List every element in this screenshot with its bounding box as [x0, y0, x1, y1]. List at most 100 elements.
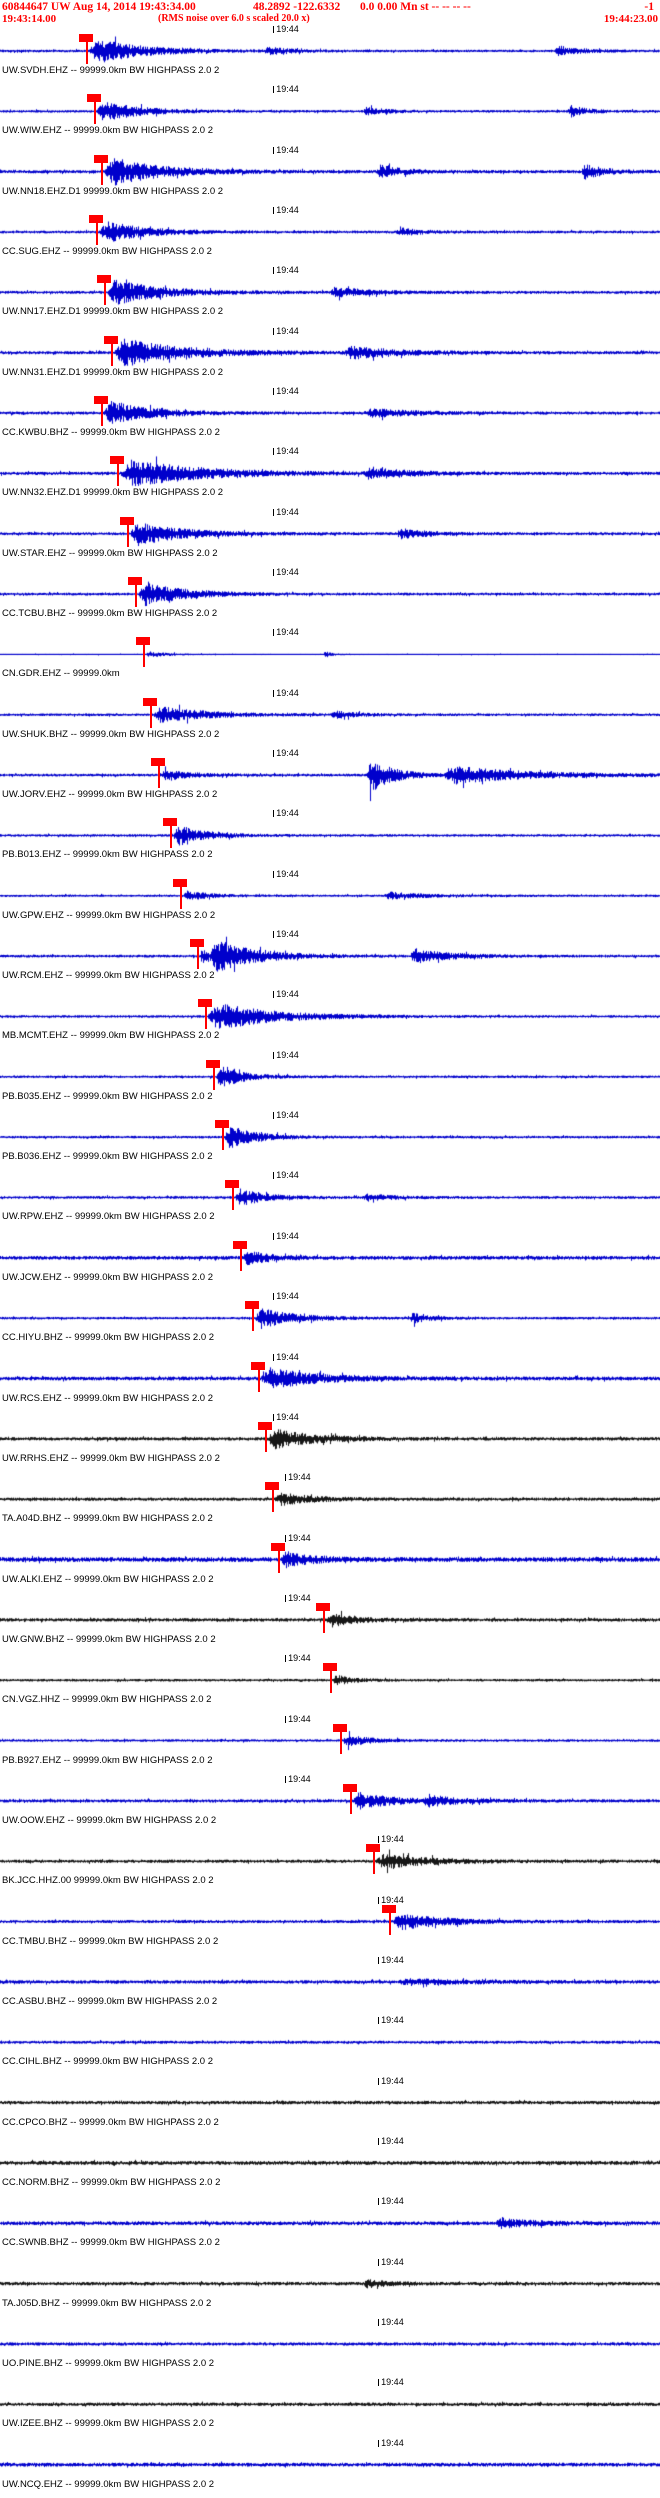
- pick-line: [117, 463, 120, 487]
- trace-row[interactable]: 19:44 CC.TMBU.BHZ -- 99999.0km BW HIGHPAS…: [0, 1895, 660, 1955]
- trace-row[interactable]: 19:44 UW.SVDH.EHZ -- 99999.0km BW HIGHPAS…: [0, 24, 660, 84]
- pick-flag[interactable]: [197, 999, 212, 1008]
- trace-row[interactable]: 19:44 CC.CIHL.BHZ -- 99999.0km BW HIGHPAS…: [0, 2015, 660, 2075]
- trace-row[interactable]: 19:44 UW.NN17.EHZ.D1 99999.0km BW HIGHPAS…: [0, 265, 660, 325]
- pick-flag[interactable]: [264, 1482, 279, 1491]
- station-label: PB.B927.EHZ -- 99999.0km BW HIGHPASS 2.0…: [2, 1754, 213, 1766]
- pick-flag[interactable]: [93, 396, 108, 405]
- pick-flag[interactable]: [151, 758, 166, 767]
- pick-flag[interactable]: [332, 1723, 347, 1732]
- trace-row[interactable]: 19:44 UW.GNW.BHZ -- 99999.0km BW HIGHPASS…: [0, 1593, 660, 1653]
- station-label: CC.TMBU.BHZ -- 99999.0km BW HIGHPASS 2.0…: [2, 1935, 219, 1947]
- trace-row[interactable]: 19:44 MB.MCMT.EHZ -- 99999.0km BW HIGHPAS…: [0, 989, 660, 1049]
- trace-row[interactable]: 19:44 UW.RPW.EHZ -- 99999.0km BW HIGHPASS…: [0, 1170, 660, 1230]
- trace-row[interactable]: 19:44 UW.GPW.EHZ -- 99999.0km BW HIGHPASS…: [0, 869, 660, 929]
- trace-row[interactable]: 19:44 CN.GDR.EHZ -- 99999.0km: [0, 627, 660, 687]
- trace-row[interactable]: 19:44 BK.JCC.HHZ.00 99999.0km BW HIGHPASS…: [0, 1834, 660, 1894]
- trace-row[interactable]: 19:44 TA.J05D.BHZ -- 99999.0km BW HIGHPAS…: [0, 2257, 660, 2317]
- pick-flag[interactable]: [119, 516, 134, 525]
- trace-row[interactable]: 19:44 CC.ASBU.BHZ -- 99999.0km BW HIGHPAS…: [0, 1955, 660, 2015]
- trace-row[interactable]: 19:44 UW.NN31.EHZ.D1 99999.0km BW HIGHPAS…: [0, 326, 660, 386]
- minute-tick-label: 19:44: [276, 1291, 299, 1302]
- trace-row[interactable]: 19:44 UO.PINE.BHZ -- 99999.0km BW HIGHPAS…: [0, 2317, 660, 2377]
- pick-line: [150, 704, 153, 728]
- trace-row[interactable]: 19:44 PB.B927.EHZ -- 99999.0km BW HIGHPAS…: [0, 1714, 660, 1774]
- trace-row[interactable]: 19:44 UW.NN32.EHZ.D1 99999.0km BW HIGHPAS…: [0, 446, 660, 506]
- pick-flag[interactable]: [270, 1542, 285, 1551]
- trace-row[interactable]: 19:44 UW.IZEE.BHZ -- 99999.0km BW HIGHPAS…: [0, 2377, 660, 2437]
- trace-row[interactable]: 19:44 CC.HIYU.BHZ -- 99999.0km BW HIGHPAS…: [0, 1291, 660, 1351]
- pick-flag[interactable]: [323, 1663, 337, 1672]
- station-label: UW.SVDH.EHZ -- 99999.0km BW HIGHPASS 2.0…: [2, 65, 220, 76]
- minute-tick: [273, 1051, 275, 1059]
- trace-row[interactable]: 19:44 UW.ALKI.EHZ -- 99999.0km BW HIGHPAS…: [0, 1533, 660, 1593]
- pick-line: [135, 584, 138, 608]
- station-label: UW.NN31.EHZ.D1 99999.0km BW HIGHPASS 2.0…: [2, 366, 224, 378]
- trace-row[interactable]: 19:44 CC.TCBU.BHZ -- 99999.0km BW HIGHPAS…: [0, 567, 660, 627]
- pick-flag[interactable]: [86, 94, 101, 103]
- trace-row[interactable]: 19:44 UW.RRHS.EHZ -- 99999.0km BW HIGHPAS…: [0, 1412, 660, 1472]
- trace-row[interactable]: 19:44 UW.SHUK.BHZ -- 99999.0km BW HIGHPAS…: [0, 688, 660, 748]
- pick-flag[interactable]: [206, 1059, 221, 1068]
- station-label: CC.SWNB.BHZ -- 99999.0km BW HIGHPASS 2.0…: [2, 2237, 220, 2249]
- trace-row[interactable]: 19:44 UW.JCW.EHZ -- 99999.0km BW HIGHPASS…: [0, 1231, 660, 1291]
- minute-tick-label: 19:44: [381, 2075, 404, 2086]
- pick-flag[interactable]: [225, 1180, 240, 1189]
- pick-flag[interactable]: [251, 1361, 266, 1370]
- minute-tick-label: 19:44: [276, 1351, 299, 1362]
- pick-flag[interactable]: [233, 1240, 248, 1249]
- trace-row[interactable]: 19:44 UW.RCS.EHZ -- 99999.0km BW HIGHPASS…: [0, 1352, 660, 1412]
- trace-row[interactable]: 19:44 CC.KWBU.BHZ -- 99999.0km BW HIGHPAS…: [0, 386, 660, 446]
- pick-flag[interactable]: [128, 577, 143, 586]
- pick-line: [213, 1066, 216, 1090]
- minute-tick-label: 19:44: [276, 1230, 299, 1241]
- minute-tick: [273, 629, 275, 637]
- trace-row[interactable]: 19:44 CC.NORM.BHZ -- 99999.0km BW HIGHPAS…: [0, 2136, 660, 2196]
- trace-row[interactable]: 19:44 CN.VGZ.HHZ -- 99999.0km BW HIGHPASS…: [0, 1653, 660, 1713]
- trace-row[interactable]: 19:44 PB.B036.EHZ -- 99999.0km BW HIGHPAS…: [0, 1110, 660, 1170]
- station-label: UW.NCQ.EHZ -- 99999.0km BW HIGHPASS 2.0 …: [2, 2478, 215, 2490]
- trace-row[interactable]: 19:44 UW.STAR.EHZ -- 99999.0km BW HIGHPAS…: [0, 507, 660, 567]
- trace-row[interactable]: 19:44 UW.JORV.EHZ -- 99999.0km BW HIGHPAS…: [0, 748, 660, 808]
- pick-flag[interactable]: [93, 154, 108, 163]
- pick-flag[interactable]: [257, 1421, 272, 1430]
- station-label: UW.GNW.BHZ -- 99999.0km BW HIGHPASS 2.0 …: [2, 1633, 216, 1645]
- pick-flag[interactable]: [342, 1783, 357, 1792]
- pick-line: [264, 1428, 267, 1452]
- trace-row[interactable]: 19:44 UW.WIW.EHZ -- 99999.0km BW HIGHPASS…: [0, 84, 660, 144]
- trace-row[interactable]: 19:44 UW.RCM.EHZ -- 99999.0km BW HIGHPASS…: [0, 929, 660, 989]
- minute-tick: [273, 569, 275, 577]
- trace-row[interactable]: 19:44 CC.CPCO.BHZ -- 99999.0km BW HIGHPAS…: [0, 2076, 660, 2136]
- station-label: MB.MCMT.EHZ -- 99999.0km BW HIGHPASS 2.0…: [2, 1030, 220, 1042]
- pick-flag[interactable]: [382, 1904, 397, 1913]
- trace-row[interactable]: 19:44 PB.B013.EHZ -- 99999.0km BW HIGHPAS…: [0, 808, 660, 868]
- pick-flag[interactable]: [110, 456, 125, 465]
- pick-flag[interactable]: [189, 939, 204, 948]
- pick-flag[interactable]: [316, 1602, 331, 1611]
- pick-flag[interactable]: [143, 697, 158, 706]
- pick-flag[interactable]: [173, 878, 188, 887]
- pick-flag[interactable]: [89, 215, 104, 224]
- pick-flag[interactable]: [365, 1844, 380, 1853]
- pick-flag[interactable]: [78, 34, 93, 42]
- minute-tick-label: 19:44: [381, 1834, 404, 1845]
- pick-flag[interactable]: [214, 1120, 229, 1129]
- pick-flag[interactable]: [97, 275, 112, 284]
- trace-row[interactable]: 19:44 UW.NN18.EHZ.D1 99999.0km BW HIGHPAS…: [0, 145, 660, 205]
- trace-row[interactable]: 19:44 CC.SUG.EHZ -- 99999.0km BW HIGHPASS…: [0, 205, 660, 265]
- trace-row[interactable]: 19:44 PB.B035.EHZ -- 99999.0km BW HIGHPAS…: [0, 1050, 660, 1110]
- pick-flag[interactable]: [103, 335, 118, 344]
- trace-row[interactable]: 19:44 UW.OOW.EHZ -- 99999.0km BW HIGHPASS…: [0, 1774, 660, 1834]
- minute-tick-label: 19:44: [276, 144, 299, 155]
- trace-row[interactable]: 19:44 CC.SWNB.BHZ -- 99999.0km BW HIGHPAS…: [0, 2196, 660, 2256]
- pick-flag[interactable]: [245, 1301, 260, 1310]
- pick-flag[interactable]: [136, 637, 151, 646]
- pick-line: [110, 342, 113, 366]
- minute-tick: [273, 448, 275, 456]
- pick-flag[interactable]: [163, 818, 178, 827]
- trace-row[interactable]: 19:44 TA.A04D.BHZ -- 99999.0km BW HIGHPAS…: [0, 1472, 660, 1532]
- minute-tick-label: 19:44: [381, 2015, 404, 2026]
- trace-row[interactable]: 19:44 UW.NCQ.EHZ -- 99999.0km BW HIGHPASS…: [0, 2438, 660, 2498]
